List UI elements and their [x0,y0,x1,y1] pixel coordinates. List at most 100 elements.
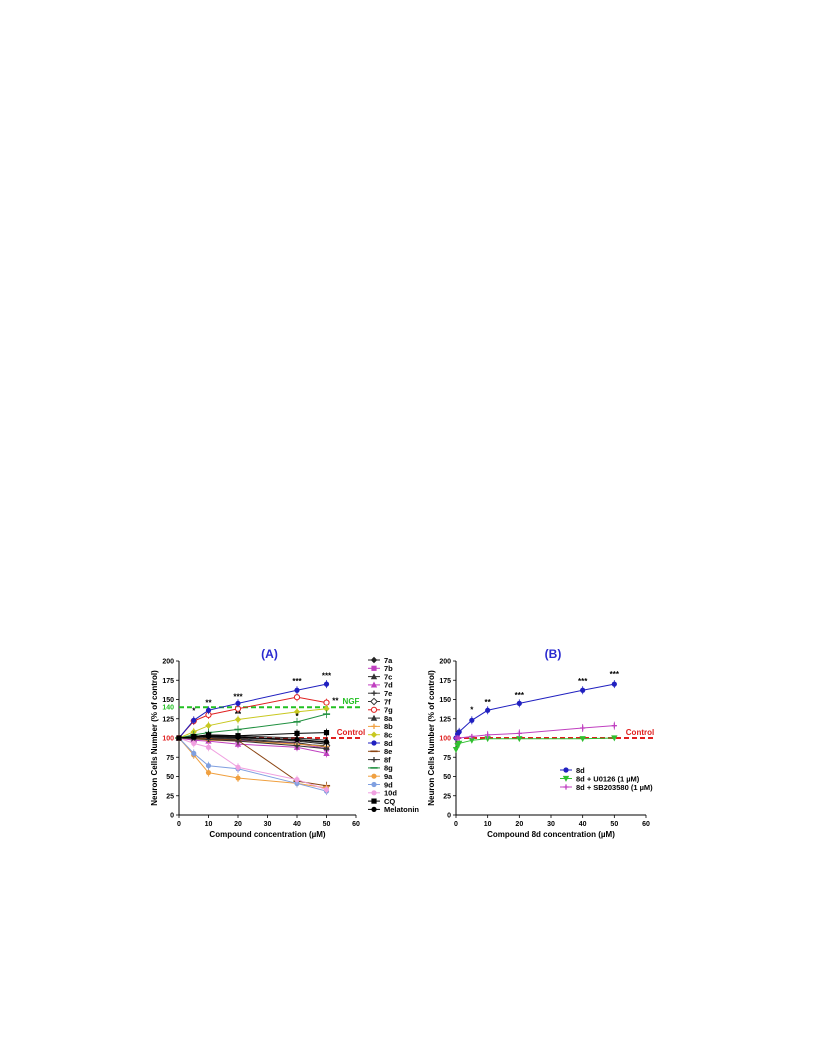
legend-item-8g: 8g [368,764,393,773]
series-line-9d [178,737,327,792]
legend-label: 7g [384,706,393,715]
legend-marker [563,784,569,790]
legend-label: 8d [384,739,393,748]
series-8e [175,737,331,790]
significance-mark: ** [205,699,212,708]
x-tick-label: 60 [642,821,650,828]
legend-marker [563,767,569,773]
panel-a: (A) 0 25 50 75 125 150 175 200 0 10 20 30 40 50 60 Compo… [150,647,419,839]
x-tick-label: 10 [205,821,213,828]
data-point-8d-u0126-1-m [516,736,523,743]
data-point-8d-sb203580-1-m [580,725,586,731]
significance-mark: * [192,706,196,715]
legend-marker [371,798,377,804]
data-point-8d-u0126-1-m [455,740,463,747]
legend-label: 9d [384,780,393,789]
legend-marker [562,775,570,782]
reference-label-control: Control [337,728,365,737]
data-point-9a [235,775,241,781]
legend-item-8a: 8a [368,714,393,723]
data-point-7g [323,699,330,706]
panel-label: (A) [261,647,278,661]
y-tick-label: 175 [439,678,451,685]
data-point-8c [323,705,330,712]
y-tick-label: 75 [443,755,451,762]
data-point-8d [485,707,491,713]
significance-mark: *** [515,691,525,700]
data-point-8c [205,722,212,729]
legend-item-cq: CQ [368,797,395,806]
legend-marker [371,665,377,671]
data-point-9d [191,750,197,757]
legend-item-7f: 7f [368,697,391,706]
legend-marker [371,781,377,788]
data-point-8d [469,717,475,723]
x-axis-title: Compound 8d concentration (µM) [487,830,615,839]
significance-mark: ** [485,698,492,707]
y-tick-label: 50 [443,774,451,781]
data-point-7g [293,694,301,701]
legend-item-7c: 7c [368,672,392,681]
legend-marker [371,690,377,696]
data-point-10d [191,740,197,746]
legend-marker [371,723,377,729]
reference-label-control: Control [626,728,654,737]
legend-marker [371,773,377,779]
x-tick-label: 40 [579,821,587,828]
data-point-8d [191,717,197,723]
y-tick-label: 150 [439,697,451,704]
legend-label: 8a [384,714,393,723]
legend-label: 8g [384,764,393,773]
data-point-8d [611,681,617,687]
data-point-8c [234,716,242,723]
y-tick-label: 200 [439,659,451,666]
data-point-8d [516,700,522,706]
y-tick-label: 175 [162,678,174,685]
legend-label: 8e [384,747,392,756]
data-point-melatonin [323,739,330,745]
x-tick-label: 0 [177,821,181,828]
y-tick-label: 75 [166,755,174,762]
y-axis-title: Neuron Cells Number (% of control) [150,670,159,806]
series-8d [453,680,617,741]
y-tick-label: 25 [443,793,451,800]
legend-item-8f: 8f [368,755,391,764]
y-axis-title: Neuron Cells Number (% of control) [427,670,436,806]
data-point-cq [294,730,300,736]
significance-mark: *** [578,677,588,686]
x-tick-label: 30 [547,821,555,828]
legend: 7a7b7c7d7e7f7g8a8b8c8d8e8f8g9a9d10dCQMel… [368,656,419,814]
data-point-8d [205,707,212,713]
legend-item-8d: 8d [560,766,585,775]
legend-marker [371,740,377,746]
x-tick-label: 20 [234,821,242,828]
data-point-8d [456,729,462,735]
y-tick-label: 50 [166,774,174,781]
data-point-8d-u0126-1-m [468,737,476,744]
legend-item-8e: 8e [368,747,392,756]
legend-marker [370,697,378,706]
data-point-melatonin [235,734,241,740]
data-point-melatonin [294,736,300,743]
data-point-8d [294,687,300,693]
legend-marker [370,706,378,713]
legend-label: 7c [384,672,392,681]
x-tick-label: 10 [484,821,492,828]
legend-label: 8d [576,766,585,775]
legend-label: 8f [384,755,391,764]
series-line-8d-u0126-1-m [455,737,615,750]
data-point-10d [323,786,330,793]
series-line-10d [178,737,327,791]
data-point-melatonin [205,733,212,740]
legend-item-7a: 7a [368,656,393,665]
legend-item-10d: 10d [368,789,397,798]
x-tick-label: 40 [293,821,301,828]
significance-mark: *** [292,677,302,686]
data-point-10d [205,744,212,750]
legend-marker [370,714,378,721]
data-point-8d-sb203580-1-m [516,730,522,736]
data-point-8d-sb203580-1-m [456,735,462,741]
data-point-10d [294,776,300,783]
significance-mark: ** [235,710,242,719]
